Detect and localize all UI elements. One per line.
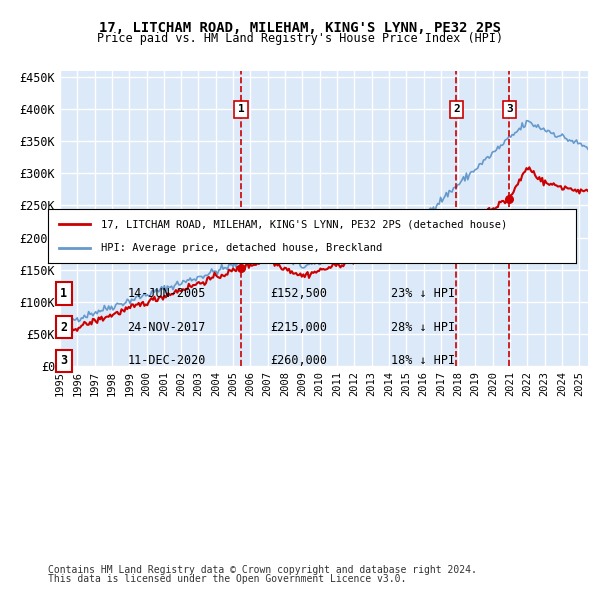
Text: This data is licensed under the Open Government Licence v3.0.: This data is licensed under the Open Gov… <box>48 574 406 584</box>
Text: 11-DEC-2020: 11-DEC-2020 <box>127 354 206 368</box>
Point <box>236 263 246 273</box>
Text: HPI: Average price, detached house, Breckland: HPI: Average price, detached house, Brec… <box>101 242 382 253</box>
Text: £260,000: £260,000 <box>270 354 327 368</box>
Point <box>452 223 461 232</box>
Text: 23% ↓ HPI: 23% ↓ HPI <box>391 287 455 300</box>
Text: 3: 3 <box>506 104 512 114</box>
Text: 2: 2 <box>60 320 67 334</box>
Point <box>505 194 514 204</box>
Text: 17, LITCHAM ROAD, MILEHAM, KING'S LYNN, PE32 2PS (detached house): 17, LITCHAM ROAD, MILEHAM, KING'S LYNN, … <box>101 219 507 230</box>
Text: 18% ↓ HPI: 18% ↓ HPI <box>391 354 455 368</box>
Text: 14-JUN-2005: 14-JUN-2005 <box>127 287 206 300</box>
Text: Contains HM Land Registry data © Crown copyright and database right 2024.: Contains HM Land Registry data © Crown c… <box>48 565 477 575</box>
Text: 1: 1 <box>60 287 67 300</box>
Text: 2: 2 <box>453 104 460 114</box>
Text: 1: 1 <box>238 104 244 114</box>
Text: 24-NOV-2017: 24-NOV-2017 <box>127 320 206 334</box>
Text: 3: 3 <box>60 354 67 368</box>
Text: £215,000: £215,000 <box>270 320 327 334</box>
Text: Price paid vs. HM Land Registry's House Price Index (HPI): Price paid vs. HM Land Registry's House … <box>97 32 503 45</box>
Text: 28% ↓ HPI: 28% ↓ HPI <box>391 320 455 334</box>
Text: 17, LITCHAM ROAD, MILEHAM, KING'S LYNN, PE32 2PS: 17, LITCHAM ROAD, MILEHAM, KING'S LYNN, … <box>99 21 501 35</box>
Text: £152,500: £152,500 <box>270 287 327 300</box>
